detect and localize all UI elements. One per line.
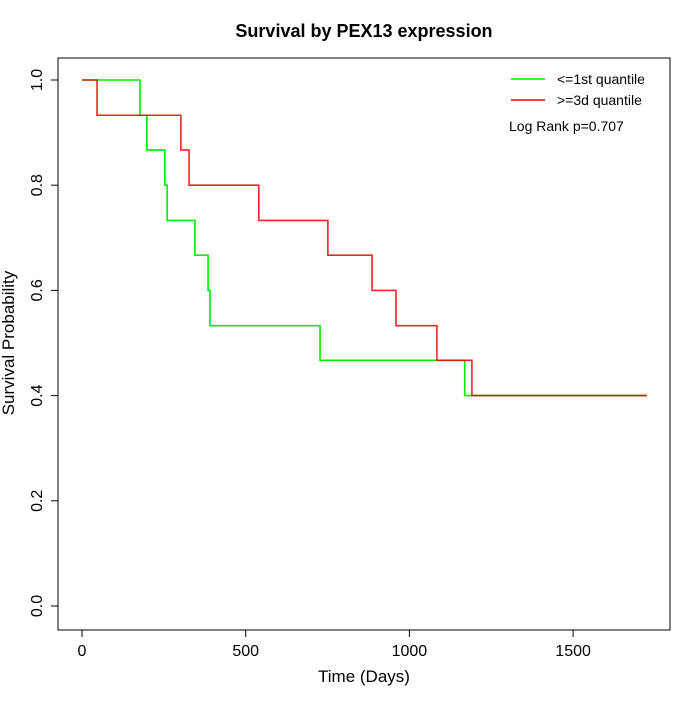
legend: <=1st quantile >=3d quantile — [511, 71, 645, 108]
chart-title: Survival by PEX13 expression — [235, 21, 492, 41]
y-tick-label: 0.0 — [29, 595, 46, 617]
y-tick-label: 1.0 — [29, 69, 46, 91]
series-line-1 — [82, 79, 647, 397]
y-axis: 0.0 0.2 0.4 0.6 0.8 1.0 — [29, 69, 59, 617]
x-tick-label: 500 — [232, 643, 259, 660]
legend-label-high: >=3d quantile — [557, 92, 642, 108]
y-tick-label: 0.2 — [29, 490, 46, 512]
series-line-0 — [82, 79, 647, 397]
x-axis: 0 500 1000 1500 — [78, 629, 591, 660]
x-tick-label: 1000 — [392, 643, 428, 660]
series-lines — [82, 79, 647, 397]
x-tick-label: 1500 — [555, 643, 591, 660]
x-tick-label: 0 — [78, 643, 87, 660]
y-tick-label: 0.8 — [29, 174, 46, 196]
plot-frame — [57, 57, 671, 631]
log-rank-annotation: Log Rank p=0.707 — [509, 118, 624, 134]
legend-label-low: <=1st quantile — [557, 71, 645, 87]
y-tick-label: 0.4 — [29, 384, 46, 406]
y-tick-label: 0.6 — [29, 279, 46, 301]
x-axis-label: Time (Days) — [318, 667, 410, 686]
y-axis-label: Survival Probability — [0, 270, 18, 415]
